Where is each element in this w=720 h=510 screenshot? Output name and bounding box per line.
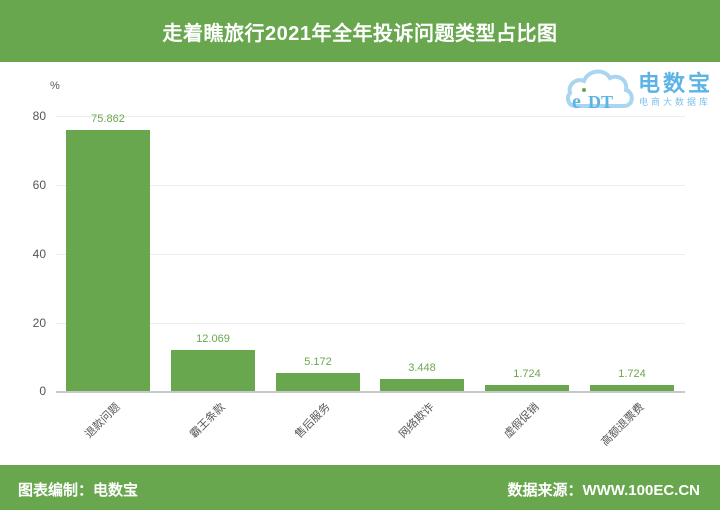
y-axis-unit: % <box>50 80 60 92</box>
bar <box>66 130 150 391</box>
bar <box>380 379 464 391</box>
logo: e DT 电数宝 电商大数据库 <box>566 62 716 114</box>
svg-text:e: e <box>572 91 581 113</box>
gridline-20 <box>56 323 685 324</box>
gridline-40 <box>56 254 685 255</box>
bar <box>171 350 255 391</box>
y-tick-40: 40 <box>32 247 46 261</box>
svg-text:DT: DT <box>588 92 613 112</box>
bar-value-label: 1.724 <box>618 368 646 380</box>
gridline-60 <box>56 185 685 186</box>
chart-title: 走着瞧旅行2021年全年投诉问题类型占比图 <box>162 22 558 45</box>
x-tick-label: 霸王条款 <box>188 401 228 441</box>
bar-value-label: 5.172 <box>304 356 332 368</box>
y-tick-20: 20 <box>32 316 46 330</box>
bar-chart: % 80 60 40 20 0 75.862 退款问题 12.069 霸王条款 5.17… <box>0 62 720 465</box>
y-tick-80: 80 <box>32 109 46 123</box>
bar <box>590 385 674 391</box>
x-tick-label: 高额退票费 <box>599 401 647 449</box>
logo-brand: 电数宝 <box>638 71 714 96</box>
bar <box>276 373 360 391</box>
chart-credit: 图表编制：电数宝 <box>18 482 139 499</box>
x-axis <box>56 391 685 393</box>
footer-bar: 图表编制：电数宝 数据来源：WWW.100EC.CN <box>0 465 720 510</box>
x-tick-label: 虚假促销 <box>502 401 542 441</box>
bar-value-label: 1.724 <box>513 368 541 380</box>
data-source: 数据来源：WWW.100EC.CN <box>507 482 700 499</box>
y-tick-60: 60 <box>32 178 46 192</box>
x-tick-label: 退款问题 <box>83 401 123 441</box>
logo-tagline: 电商大数据库 <box>639 97 712 107</box>
cloud-logo-icon: e DT <box>566 69 634 113</box>
bar-value-label: 12.069 <box>196 333 230 345</box>
bar-value-label: 75.862 <box>91 113 125 125</box>
gridline-80 <box>56 116 685 117</box>
x-tick-label: 网络欺诈 <box>397 401 437 441</box>
bar-value-label: 3.448 <box>408 362 436 374</box>
x-tick-label: 售后服务 <box>293 401 333 441</box>
title-bar: 走着瞧旅行2021年全年投诉问题类型占比图 <box>0 0 720 62</box>
bar <box>485 385 569 391</box>
y-tick-0: 0 <box>39 384 46 398</box>
